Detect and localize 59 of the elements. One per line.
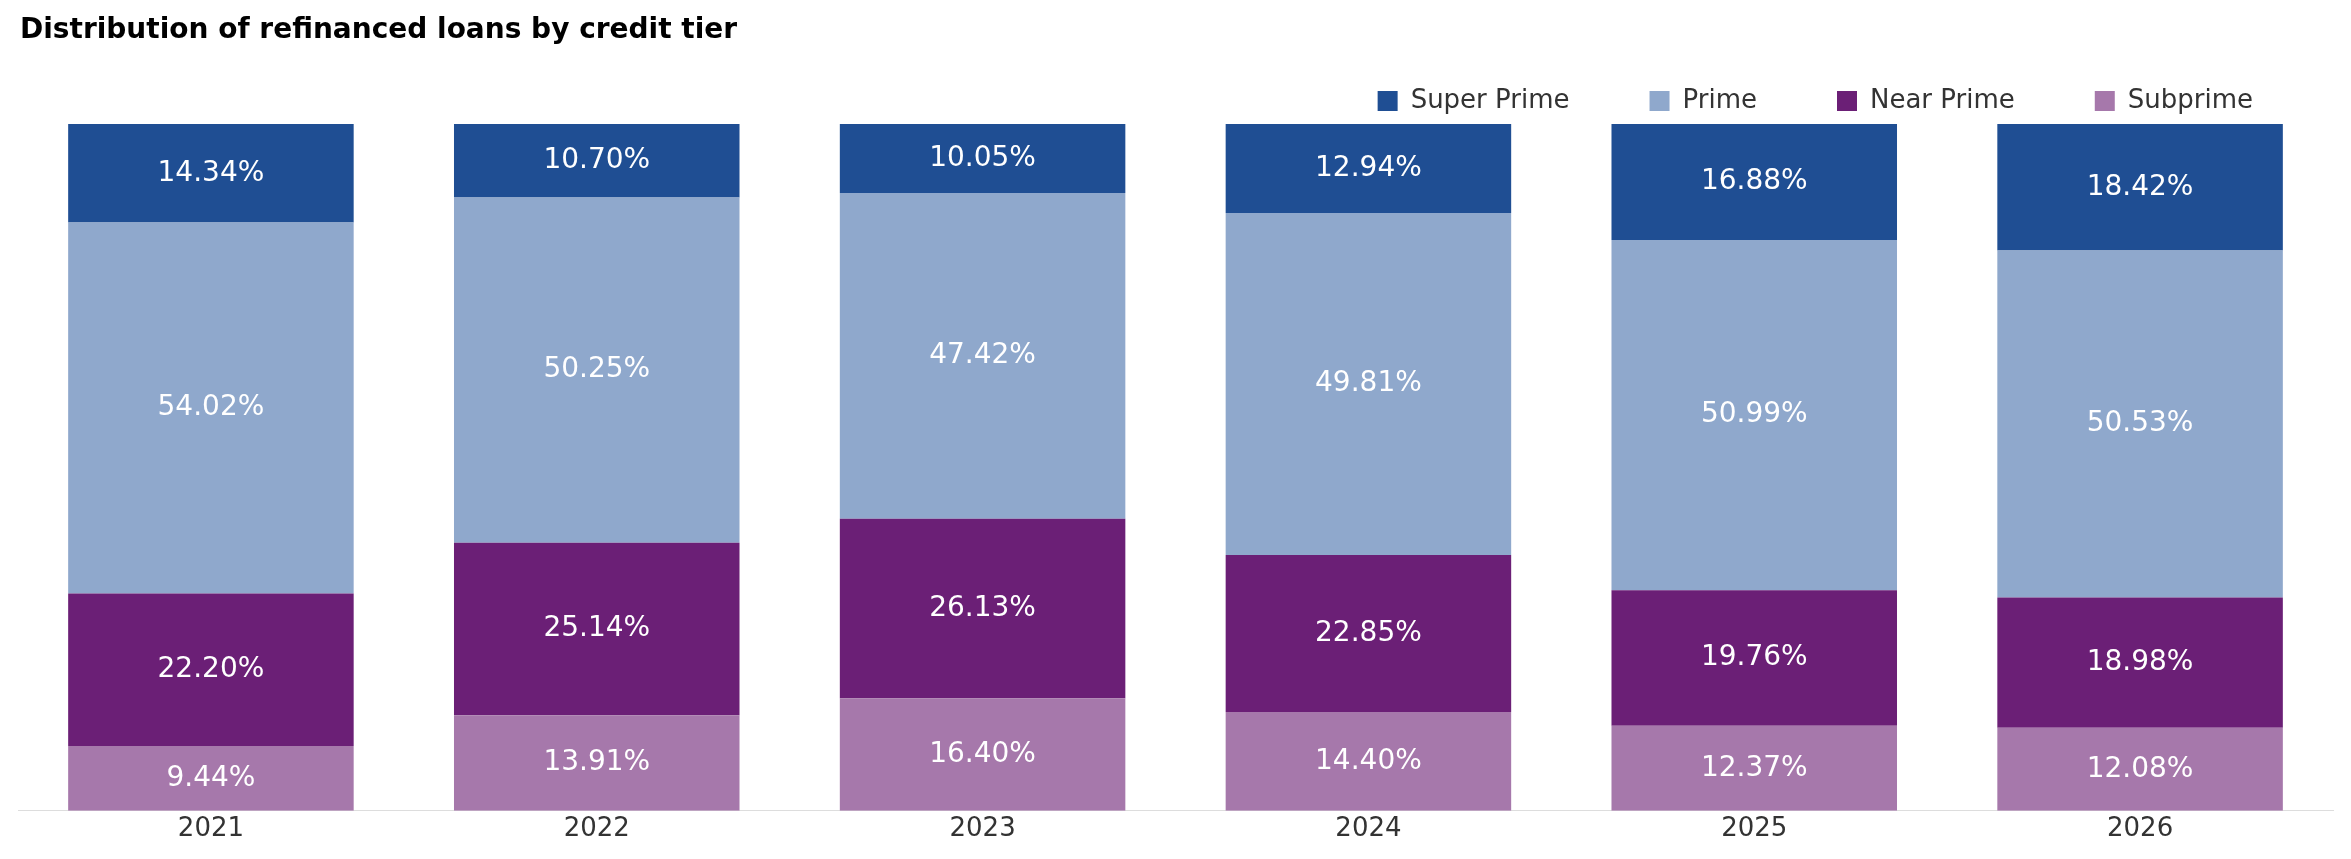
x-tick-label: 2021: [177, 812, 244, 843]
x-tick-label: 2023: [949, 812, 1016, 843]
bar: [68, 124, 354, 223]
data-label: 13.91%: [543, 744, 651, 778]
data-label: 50.53%: [2086, 405, 2194, 439]
data-label: 9.44%: [166, 759, 256, 793]
legend-label: Prime: [1682, 83, 1757, 114]
bar: [1225, 124, 1512, 213]
data-label: 19.76%: [1700, 639, 1808, 673]
data-label: 14.34%: [157, 154, 265, 188]
bar: [839, 698, 1126, 811]
x-tick-label: 2024: [1335, 812, 1402, 843]
data-label: 50.25%: [543, 351, 651, 385]
bar: [1225, 711, 1512, 811]
legend-label: Super Prime: [1410, 83, 1570, 114]
bar: [68, 593, 354, 746]
bar: [1225, 212, 1512, 555]
bar: [839, 518, 1126, 699]
bar: [1611, 590, 1898, 726]
bar: [1997, 250, 2283, 598]
x-tick-label: 2026: [2107, 812, 2174, 843]
bar: [839, 124, 1126, 194]
bar: [1997, 727, 2283, 811]
bar: [1611, 725, 1898, 811]
data-label: 25.14%: [543, 610, 651, 644]
data-label: 16.88%: [1700, 163, 1808, 197]
legend-label: Subprime: [2127, 83, 2254, 114]
chart-title: Distribution of refinanced loans by credit tier: [20, 12, 738, 45]
bar: [1225, 554, 1512, 712]
data-label: 10.70%: [543, 142, 651, 176]
data-label: 22.85%: [1315, 614, 1422, 648]
bar: [68, 222, 354, 594]
bar: [839, 193, 1126, 519]
x-tick-label: 2022: [563, 812, 630, 843]
data-label: 12.94%: [1315, 149, 1422, 183]
x-tick-label: 2025: [1721, 812, 1788, 843]
bar: [1611, 239, 1898, 591]
bar: [1611, 124, 1898, 240]
data-label: 16.40%: [929, 735, 1036, 769]
bar: [1997, 597, 2283, 728]
bar: [453, 715, 740, 811]
data-label: 18.42%: [2086, 168, 2194, 202]
data-label: 22.20%: [157, 651, 265, 685]
data-label: 10.05%: [929, 139, 1036, 173]
data-label: 14.40%: [1315, 742, 1422, 776]
data-label: 54.02%: [157, 389, 265, 423]
bar: [1997, 124, 2283, 251]
bar: [453, 197, 740, 543]
legend-label: Near Prime: [1869, 83, 2015, 114]
data-label: 26.13%: [929, 589, 1036, 623]
data-label: 47.42%: [929, 337, 1036, 371]
data-label: 49.81%: [1315, 365, 1422, 399]
data-label: 50.99%: [1700, 396, 1808, 430]
data-label: 12.37%: [1700, 749, 1808, 783]
bar: [453, 124, 740, 198]
bar: [453, 542, 740, 716]
data-label: 12.08%: [2086, 750, 2194, 784]
bar: [68, 745, 354, 811]
data-label: 18.98%: [2086, 643, 2194, 677]
